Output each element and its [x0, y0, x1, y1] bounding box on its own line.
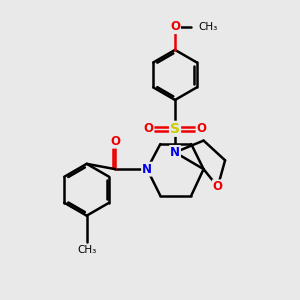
Text: N: N	[142, 163, 152, 176]
Text: O: O	[196, 122, 206, 135]
Text: O: O	[143, 122, 154, 135]
Text: O: O	[213, 180, 223, 193]
Text: N: N	[170, 146, 180, 159]
Text: CH₃: CH₃	[77, 244, 96, 254]
Text: S: S	[170, 122, 180, 136]
Text: O: O	[170, 20, 180, 33]
Text: O: O	[110, 135, 120, 148]
Text: CH₃: CH₃	[199, 22, 218, 32]
